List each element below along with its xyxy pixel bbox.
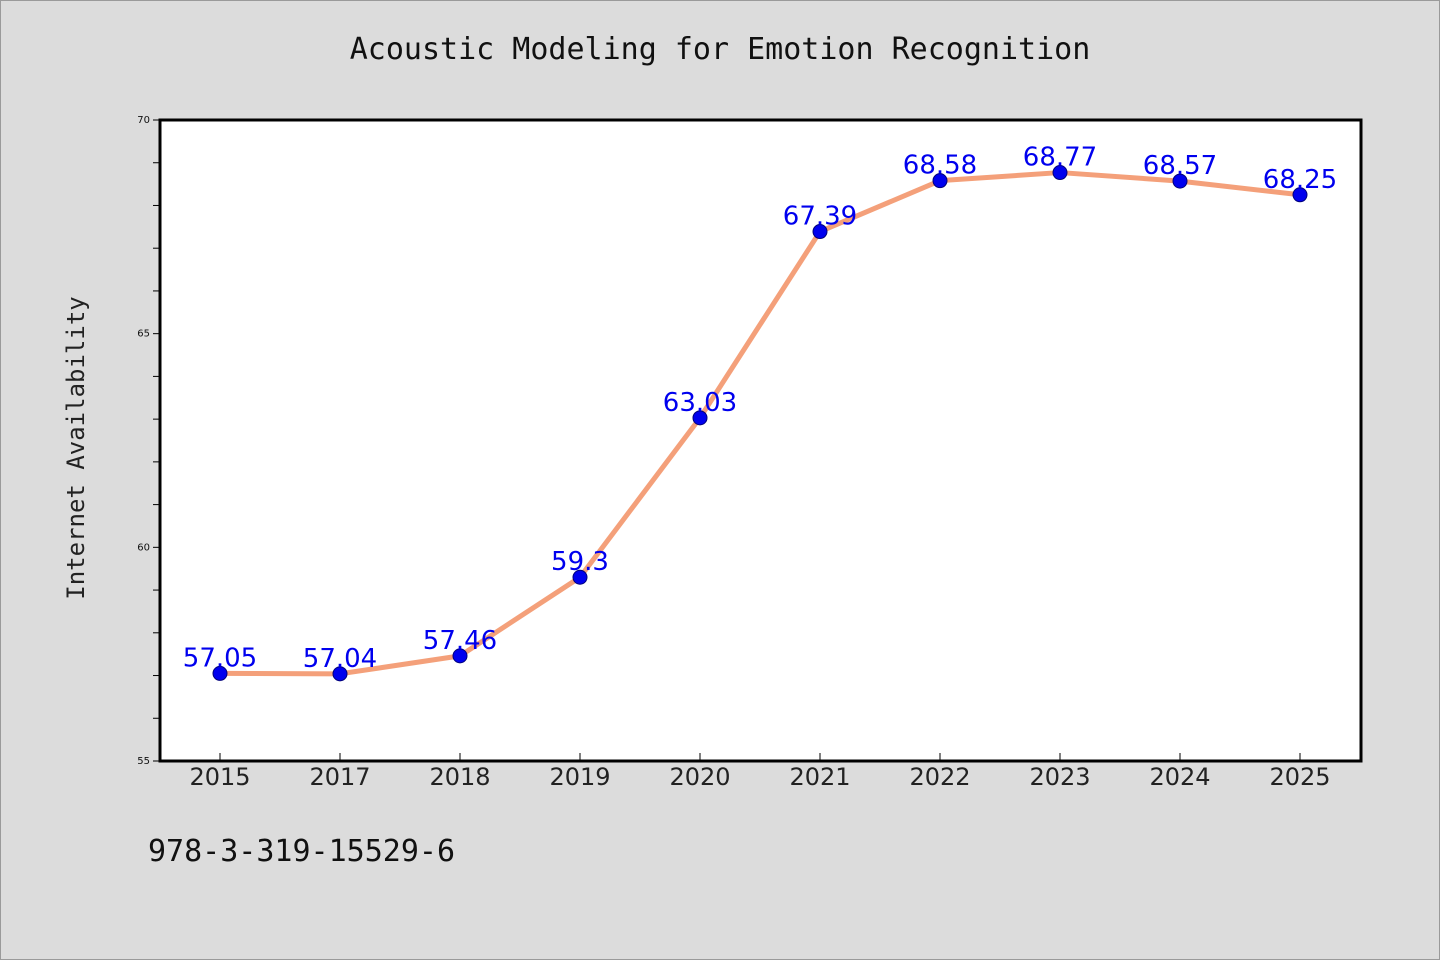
data-point	[452, 648, 468, 664]
x-tick-label: 2021	[789, 763, 850, 791]
x-tick-label: 2015	[189, 763, 250, 791]
data-point	[932, 173, 948, 189]
data-point	[1052, 165, 1068, 181]
data-label: 67.39	[783, 202, 857, 232]
y-tick-label: 55	[137, 756, 150, 767]
data-labels: 57.05 57.04 57.46 59.3 63.03 67.39 68.58 68.77 6…	[183, 143, 1337, 674]
y-tick-label: 70	[137, 115, 150, 126]
data-point	[212, 665, 228, 681]
series-line	[217, 170, 1303, 677]
x-axis-ticks: 2015 2017 2018 2019 2020 2021 2022 2023 2024 2025	[189, 753, 1331, 791]
footnote-isbn: 978-3-319-15529-6	[148, 834, 456, 869]
data-label: 59.3	[551, 547, 609, 577]
y-tick-label: 65	[137, 329, 150, 340]
x-tick-label: 2024	[1149, 763, 1210, 791]
data-label: 68.25	[1263, 165, 1337, 195]
data-label: 68.57	[1143, 151, 1217, 181]
x-tick-label: 2023	[1029, 763, 1090, 791]
y-tick-label: 60	[137, 542, 150, 553]
x-tick-label: 2022	[909, 763, 970, 791]
x-tick-label: 2025	[1269, 763, 1330, 791]
data-markers	[212, 165, 1308, 682]
data-point	[812, 224, 828, 240]
data-point	[692, 410, 708, 426]
data-label: 57.05	[183, 643, 257, 673]
x-tick-label: 2018	[429, 763, 490, 791]
data-label: 68.58	[903, 151, 977, 181]
x-tick-label: 2019	[549, 763, 610, 791]
chart-title: Acoustic Modeling for Emotion Recognitio…	[349, 32, 1091, 67]
data-point	[572, 569, 588, 585]
data-point	[1172, 173, 1188, 189]
x-tick-label: 2020	[669, 763, 730, 791]
plot-area	[158, 118, 1363, 763]
data-label: 57.46	[423, 626, 497, 656]
data-label: 68.77	[1023, 143, 1097, 173]
data-point	[332, 666, 348, 682]
data-point	[1292, 187, 1308, 203]
x-tick-label: 2017	[309, 763, 370, 791]
data-label: 63.03	[663, 388, 737, 418]
data-label: 57.04	[303, 644, 377, 674]
y-axis-ticks: 55 60 65 70	[137, 115, 160, 767]
